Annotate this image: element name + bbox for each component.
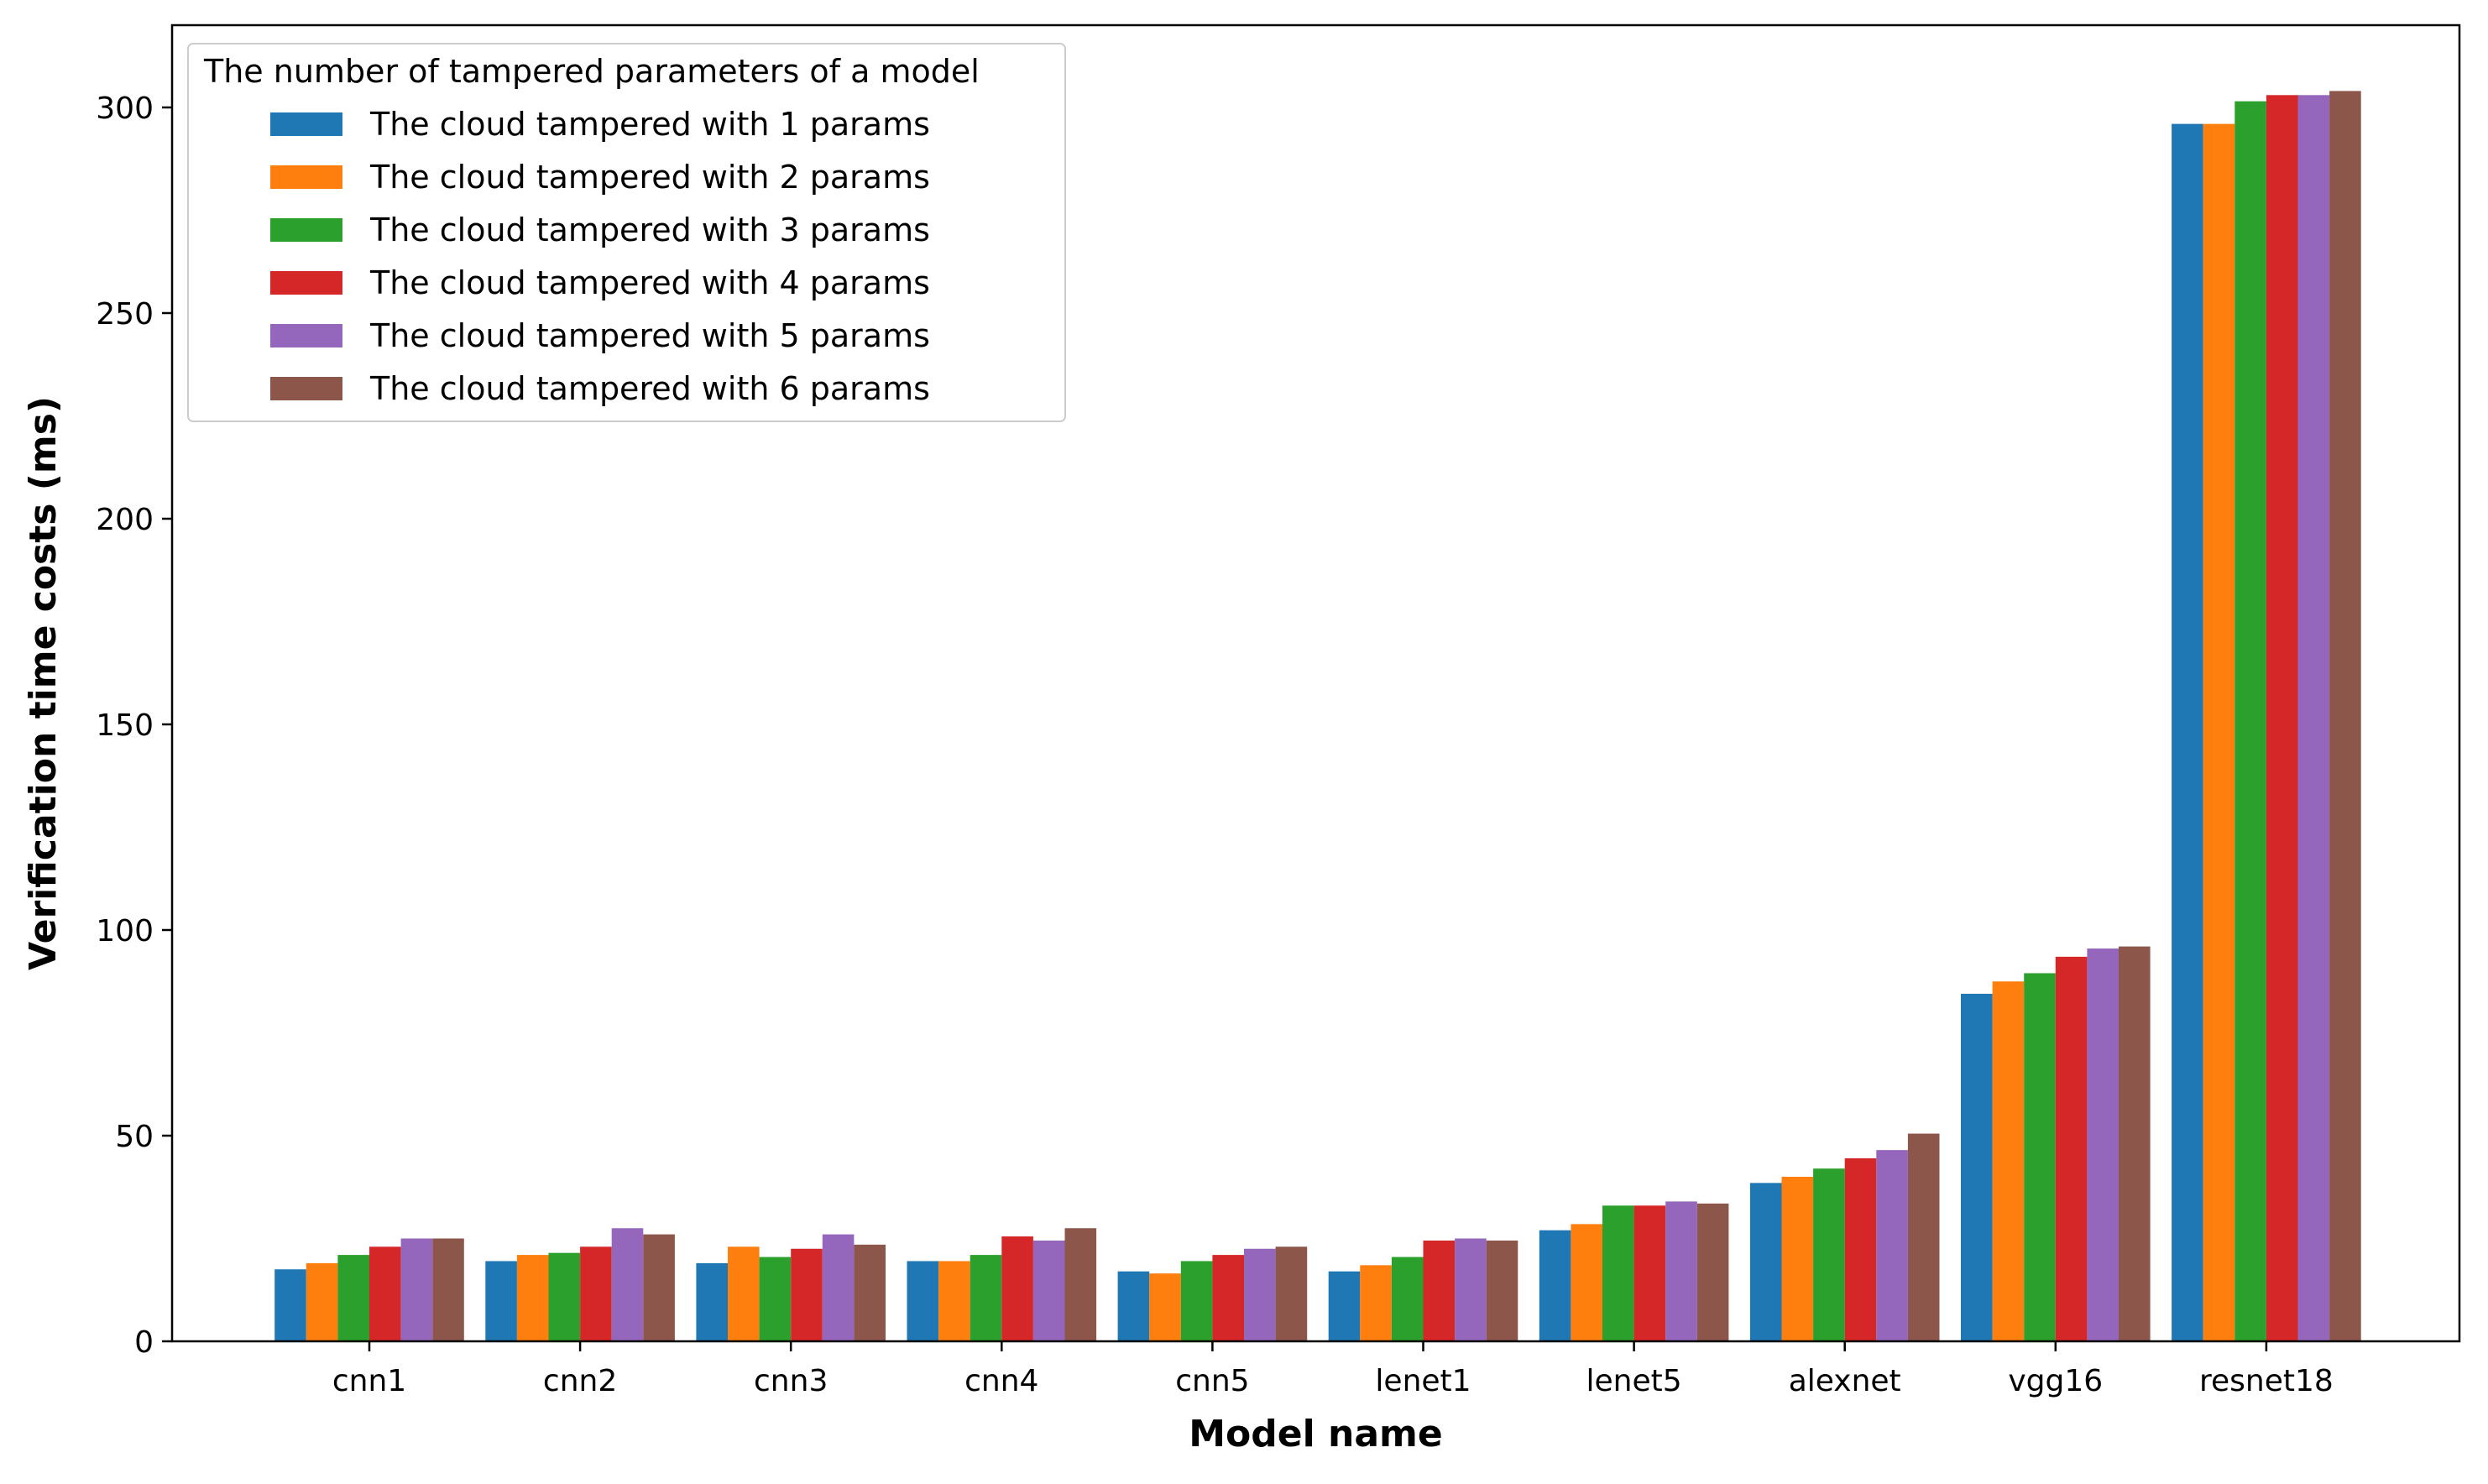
- legend-swatch-6: [270, 377, 342, 400]
- bar-cnn5-series-6: [1275, 1246, 1308, 1341]
- bar-cnn2-series-6: [643, 1234, 675, 1341]
- x-tick-label: cnn1: [332, 1364, 406, 1398]
- legend-swatch-5: [270, 324, 342, 347]
- legend-swatch-4: [270, 271, 342, 295]
- legend-swatch-3: [270, 218, 342, 242]
- bar-resnet18-series-4: [2266, 95, 2298, 1341]
- bar-alexnet-series-4: [1844, 1157, 1877, 1341]
- bar-vgg16-series-5: [2087, 948, 2119, 1341]
- bar-lenet5-series-5: [1665, 1201, 1697, 1341]
- x-tick-label: cnn2: [543, 1364, 617, 1398]
- bar-resnet18-series-2: [2203, 123, 2235, 1342]
- bar-cnn1-series-4: [369, 1246, 401, 1341]
- y-tick-label: 50: [115, 1120, 154, 1154]
- bar-resnet18-series-3: [2234, 101, 2266, 1341]
- bar-cnn4-series-6: [1064, 1228, 1097, 1341]
- bar-lenet1-series-5: [1455, 1238, 1487, 1341]
- bar-lenet5-series-4: [1633, 1205, 1666, 1341]
- y-tick-label: 300: [96, 91, 154, 126]
- bar-vgg16-series-2: [1992, 981, 2025, 1341]
- bar-cnn1-series-6: [432, 1238, 464, 1341]
- y-tick-label: 150: [96, 708, 154, 743]
- bar-lenet5-series-2: [1571, 1224, 1602, 1341]
- legend-box: [187, 43, 1066, 422]
- bar-lenet1-series-4: [1423, 1240, 1456, 1341]
- y-tick-label: 0: [134, 1325, 154, 1360]
- bar-cnn1-series-5: [400, 1238, 433, 1341]
- bar-alexnet-series-5: [1876, 1150, 1908, 1341]
- bar-alexnet-series-6: [1907, 1133, 1940, 1341]
- x-axis-title: Model name: [1189, 1413, 1442, 1455]
- bar-cnn2-series-4: [580, 1246, 612, 1341]
- bar-cnn5-series-2: [1149, 1273, 1181, 1341]
- legend-label-3: The cloud tampered with 3 params: [369, 212, 930, 248]
- bar-lenet1-series-3: [1391, 1257, 1424, 1341]
- bar-vgg16-series-6: [2119, 946, 2151, 1341]
- y-axis-title: Verification time costs (ms): [22, 396, 65, 970]
- bar-cnn3-series-3: [759, 1257, 792, 1341]
- bar-cnn2-series-5: [611, 1228, 644, 1341]
- bar-cnn1-series-3: [337, 1255, 369, 1341]
- bar-cnn3-series-5: [822, 1234, 855, 1341]
- bar-alexnet-series-2: [1781, 1177, 1814, 1341]
- bar-cnn1-series-2: [306, 1262, 338, 1341]
- bar-lenet1-series-2: [1360, 1265, 1392, 1341]
- bar-cnn5-series-3: [1180, 1261, 1213, 1341]
- bar-vgg16-series-4: [2055, 956, 2088, 1341]
- x-tick-label: cnn3: [754, 1364, 828, 1398]
- x-tick-label: alexnet: [1789, 1364, 1901, 1398]
- bar-cnn5-series-1: [1117, 1271, 1150, 1341]
- axes-layer: 0 50 100 150 200 250 300 cnn1 cnn2 cnn3 cnn4 cnn5 le…: [96, 24, 2461, 1398]
- bar-cnn3-series-1: [696, 1262, 728, 1341]
- bar-cnn5-series-5: [1244, 1248, 1276, 1341]
- bar-cnn2-series-3: [548, 1252, 581, 1341]
- legend-label-4: The cloud tampered with 4 params: [369, 264, 930, 301]
- legend-swatch-1: [270, 112, 342, 136]
- legend-label-6: The cloud tampered with 6 params: [369, 370, 930, 407]
- bar-resnet18-series-1: [2172, 123, 2203, 1342]
- bar-cnn5-series-4: [1212, 1255, 1244, 1341]
- bar-alexnet-series-1: [1749, 1183, 1782, 1341]
- bar-resnet18-series-5: [2297, 95, 2330, 1341]
- bar-lenet1-series-1: [1328, 1271, 1361, 1341]
- y-tick-label: 250: [96, 297, 154, 332]
- bar-cnn2-series-1: [485, 1261, 517, 1341]
- x-tick-label: lenet1: [1375, 1364, 1471, 1398]
- bar-cnn4-series-4: [1001, 1236, 1033, 1341]
- legend-label-5: The cloud tampered with 5 params: [369, 317, 930, 354]
- bar-cnn2-series-2: [516, 1255, 549, 1341]
- x-tick-label: resnet18: [2199, 1364, 2334, 1398]
- y-tick-label: 100: [96, 914, 154, 948]
- bar-cnn3-series-4: [791, 1248, 823, 1341]
- bar-lenet5-series-1: [1539, 1230, 1571, 1341]
- bar-cnn4-series-3: [970, 1255, 1002, 1341]
- bar-vgg16-series-1: [1961, 993, 1993, 1341]
- bar-resnet18-series-6: [2329, 91, 2361, 1341]
- bar-lenet5-series-3: [1602, 1205, 1634, 1341]
- plot-frame: [170, 24, 2461, 1343]
- bar-lenet1-series-6: [1486, 1240, 1518, 1341]
- legend-title: The number of tampered parameters of a m…: [203, 53, 980, 90]
- bars-layer: [274, 91, 2361, 1342]
- y-tick-label: 200: [96, 503, 154, 537]
- bar-cnn4-series-5: [1032, 1240, 1065, 1341]
- x-tick-label: vgg16: [2008, 1364, 2103, 1398]
- legend-label-1: The cloud tampered with 1 params: [369, 106, 930, 143]
- x-tick-label: lenet5: [1586, 1364, 1682, 1398]
- legend-swatch-2: [270, 165, 342, 189]
- x-tick-label: cnn5: [1175, 1364, 1249, 1398]
- legend: The number of tampered parameters of a m…: [187, 43, 1066, 422]
- legend-label-2: The cloud tampered with 2 params: [369, 159, 930, 196]
- bar-cnn3-series-6: [854, 1244, 886, 1341]
- bar-cnn1-series-1: [274, 1269, 306, 1341]
- bar-cnn3-series-2: [728, 1246, 760, 1341]
- bar-cnn4-series-1: [907, 1261, 939, 1341]
- bar-cnn4-series-2: [938, 1261, 970, 1341]
- x-tick-label: cnn4: [964, 1364, 1038, 1398]
- bar-vgg16-series-3: [2024, 973, 2056, 1341]
- bar-alexnet-series-3: [1813, 1168, 1845, 1341]
- bar-lenet5-series-6: [1696, 1203, 1729, 1341]
